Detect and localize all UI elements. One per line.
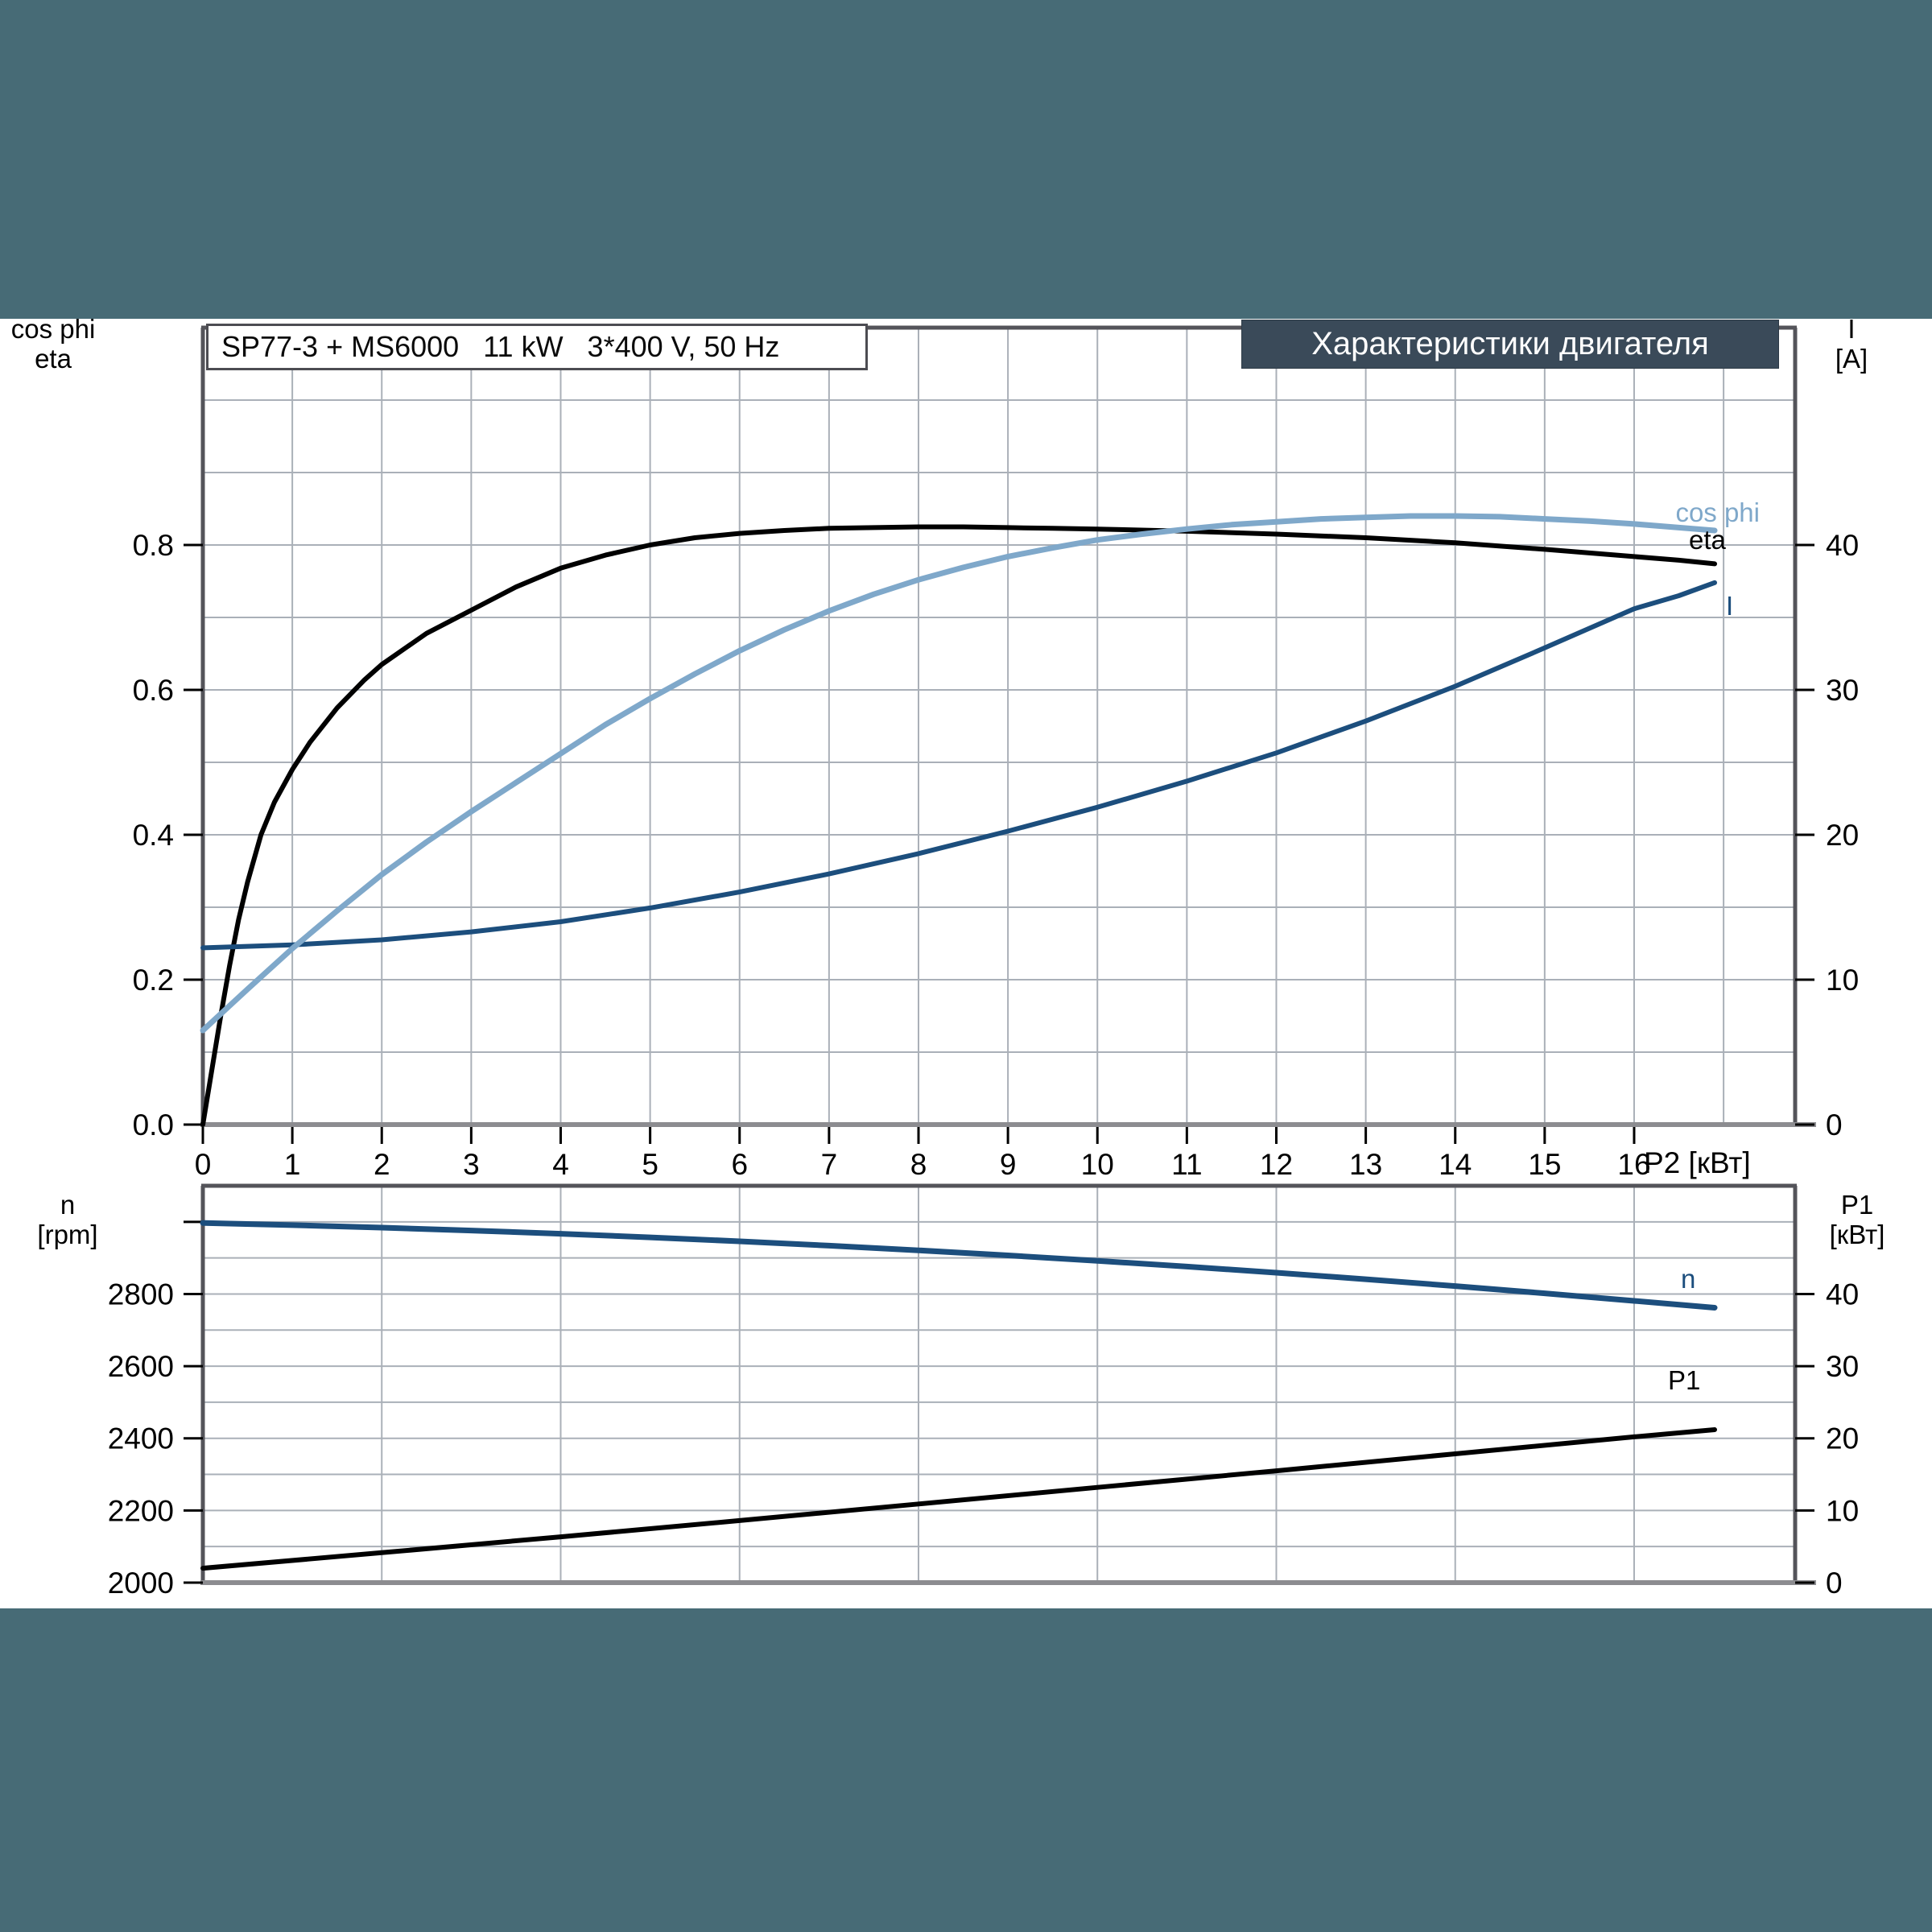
svg-text:40: 40 [1826, 529, 1859, 562]
svg-text:30: 30 [1826, 1350, 1859, 1383]
svg-text:0: 0 [1826, 1108, 1843, 1141]
svg-text:0.8: 0.8 [133, 529, 174, 562]
svg-text:20: 20 [1826, 819, 1859, 852]
cosphi-curve-label: cos phi [1675, 497, 1760, 527]
svg-text:11: 11 [1171, 1148, 1202, 1181]
svg-text:6: 6 [731, 1148, 748, 1181]
pump-spec-title-box: SP77-3 + MS6000 11 kW 3*400 V, 50 Hz [206, 324, 868, 370]
svg-text:0: 0 [1826, 1567, 1843, 1600]
svg-text:9: 9 [1000, 1148, 1017, 1181]
svg-text:10: 10 [1081, 1148, 1114, 1181]
svg-text:2400: 2400 [108, 1422, 174, 1455]
svg-text:2: 2 [374, 1148, 390, 1181]
svg-text:8: 8 [910, 1148, 927, 1181]
right-axis-header-current: I [1847, 314, 1856, 344]
svg-text:3: 3 [463, 1148, 480, 1181]
top-background-band [0, 0, 1932, 319]
left-axis-header: cos phi eta [0, 314, 106, 374]
svg-text:4: 4 [552, 1148, 569, 1181]
svg-text:0.4: 0.4 [133, 819, 174, 852]
current-curve-label: I [1726, 591, 1734, 621]
x-axis-unit-label: P2 [кВт] [1644, 1146, 1751, 1179]
svg-text:0.0: 0.0 [133, 1108, 174, 1141]
svg-text:10: 10 [1826, 964, 1859, 997]
svg-text:2800: 2800 [108, 1278, 174, 1311]
left-axis-header-eta: eta [35, 343, 72, 374]
svg-text:16: 16 [1617, 1148, 1650, 1181]
svg-text:2000: 2000 [108, 1567, 174, 1600]
right-axis-header: I [A] [1813, 314, 1890, 374]
svg-text:15: 15 [1528, 1148, 1561, 1181]
svg-text:10: 10 [1826, 1494, 1859, 1527]
svg-text:0.6: 0.6 [133, 674, 174, 707]
svg-text:13: 13 [1349, 1148, 1382, 1181]
p1-curve-label: P1 [1668, 1365, 1701, 1395]
speed-axis-header-rpm-unit: [rpm] [37, 1219, 98, 1249]
chart-title: Характеристики двигателя [1311, 326, 1709, 361]
svg-text:12: 12 [1260, 1148, 1293, 1181]
speed-axis-header: n [rpm] [19, 1191, 116, 1250]
svg-text:40: 40 [1826, 1278, 1859, 1311]
svg-text:0: 0 [195, 1148, 212, 1181]
speed-curve-label: n [1681, 1264, 1696, 1294]
p1-axis-header-kw-unit: [кВт] [1829, 1219, 1885, 1249]
svg-text:1: 1 [284, 1148, 301, 1181]
svg-text:30: 30 [1826, 674, 1859, 707]
svg-text:5: 5 [642, 1148, 658, 1181]
speed-axis-header-n: n [60, 1190, 76, 1220]
chart-title-box: Характеристики двигателя [1242, 320, 1778, 368]
left-axis-header-cosphi: cos phi [10, 314, 96, 344]
svg-text:2600: 2600 [108, 1350, 174, 1383]
svg-text:14: 14 [1439, 1148, 1472, 1181]
svg-text:20: 20 [1826, 1422, 1859, 1455]
pump-spec-title: SP77-3 + MS6000 11 kW 3*400 V, 50 Hz [221, 330, 780, 363]
p1-axis-header-p1: P1 [1840, 1190, 1874, 1220]
svg-text:2200: 2200 [108, 1494, 174, 1527]
svg-text:0.2: 0.2 [133, 964, 174, 997]
bottom-background-band [0, 1608, 1932, 1932]
p1-axis-header: P1 [кВт] [1813, 1191, 1901, 1250]
right-axis-header-ampere-unit: [A] [1835, 343, 1868, 374]
eta-curve-label: eta [1689, 525, 1726, 555]
svg-text:7: 7 [821, 1148, 838, 1181]
